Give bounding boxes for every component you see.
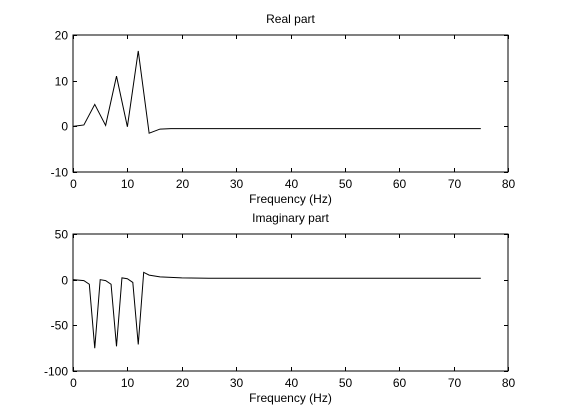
x-tick-label: 40	[285, 177, 299, 191]
x-tick-label: 20	[176, 177, 190, 191]
y-tick-label: 20	[55, 29, 69, 43]
chart-title: Real part	[266, 12, 315, 26]
series-line-1	[72, 271, 481, 349]
x-tick-label: 0	[70, 376, 77, 390]
axes-box	[72, 233, 509, 372]
x-axis-label: Frequency (Hz)	[249, 391, 332, 405]
y-tick-label: 0	[61, 120, 68, 134]
x-tick-label: 60	[393, 177, 407, 191]
x-tick-label: 50	[339, 177, 353, 191]
y-tick-label: -100	[44, 365, 68, 379]
y-tick-label: 50	[55, 228, 69, 242]
x-axis-label: Frequency (Hz)	[249, 192, 332, 206]
x-tick-label: 50	[339, 376, 353, 390]
x-tick-label: 10	[121, 177, 135, 191]
x-tick-label: 30	[230, 177, 244, 191]
y-tick-label: -10	[51, 166, 69, 180]
y-tick-label: 10	[55, 75, 69, 89]
chart-title: Imaginary part	[252, 211, 329, 225]
x-tick-label: 30	[230, 376, 244, 390]
y-tick-label: -50	[51, 319, 69, 333]
chart-2: 0 10 20 30 40 50 60 70 80 -100 -50 0 50 Imaginary par…	[44, 211, 516, 405]
x-tick-label: 70	[448, 177, 462, 191]
x-tick-label: 70	[448, 376, 462, 390]
x-tick-label: 40	[285, 376, 299, 390]
x-tick-label: 0	[70, 177, 77, 191]
x-tick-label: 80	[502, 177, 516, 191]
axes-box	[72, 34, 509, 173]
y-tick-label: 0	[61, 274, 68, 288]
series-line-1	[72, 50, 481, 134]
x-tick-label: 10	[121, 376, 135, 390]
x-tick-label: 20	[176, 376, 190, 390]
x-tick-label: 80	[502, 376, 516, 390]
x-tick-label: 60	[393, 376, 407, 390]
